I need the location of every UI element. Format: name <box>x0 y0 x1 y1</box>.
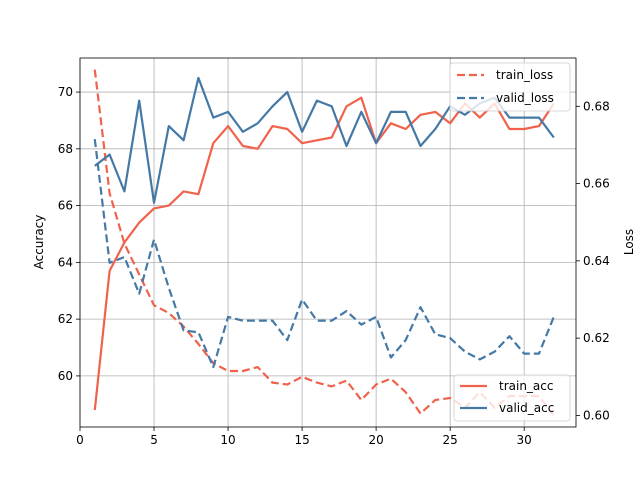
legend-accuracy: train_acc valid_acc <box>453 374 571 422</box>
y-left-tick-label: 60 <box>58 369 73 383</box>
x-axis-ticks: 0 5 10 15 20 25 30 <box>76 427 532 447</box>
legend-train-loss-label: train_loss <box>496 68 553 82</box>
plot-frame <box>79 57 577 428</box>
legend-valid-acc-label: valid_acc <box>499 401 554 415</box>
x-tick-label: 0 <box>76 433 84 447</box>
y-left-tick-label: 70 <box>58 85 73 99</box>
y-right-tick-label: 0.68 <box>583 99 610 113</box>
legend-valid-loss-label: valid_loss <box>496 91 554 105</box>
y-axis-left-ticks: 60 62 64 66 68 70 <box>58 85 80 383</box>
y-axis-right-ticks: 0.60 0.62 0.64 0.66 0.68 <box>576 99 610 422</box>
series-train-acc-line <box>93 96 555 411</box>
x-tick-label: 30 <box>517 433 532 447</box>
legend-loss-box <box>449 62 571 112</box>
x-tick-label: 15 <box>294 433 309 447</box>
y-axis-left-label: Accuracy <box>32 215 46 270</box>
y-left-tick-label: 62 <box>58 312 73 326</box>
y-left-tick-label: 66 <box>58 199 73 213</box>
legend-train-acc-label: train_acc <box>499 379 553 393</box>
y-left-tick-label: 68 <box>58 142 73 156</box>
y-axis-right-label: Loss <box>622 229 636 255</box>
x-tick-label: 25 <box>443 433 458 447</box>
x-tick-label: 20 <box>368 433 383 447</box>
y-right-tick-label: 0.60 <box>583 408 610 422</box>
y-right-tick-label: 0.62 <box>583 331 610 345</box>
legend-loss: train_loss valid_loss <box>449 62 571 112</box>
x-tick-label: 5 <box>150 433 158 447</box>
y-left-tick-label: 64 <box>58 255 73 269</box>
x-tick-label: 10 <box>220 433 235 447</box>
series-valid-loss-line <box>93 138 555 369</box>
y-right-tick-label: 0.66 <box>583 177 610 191</box>
y-right-tick-label: 0.64 <box>583 254 610 268</box>
